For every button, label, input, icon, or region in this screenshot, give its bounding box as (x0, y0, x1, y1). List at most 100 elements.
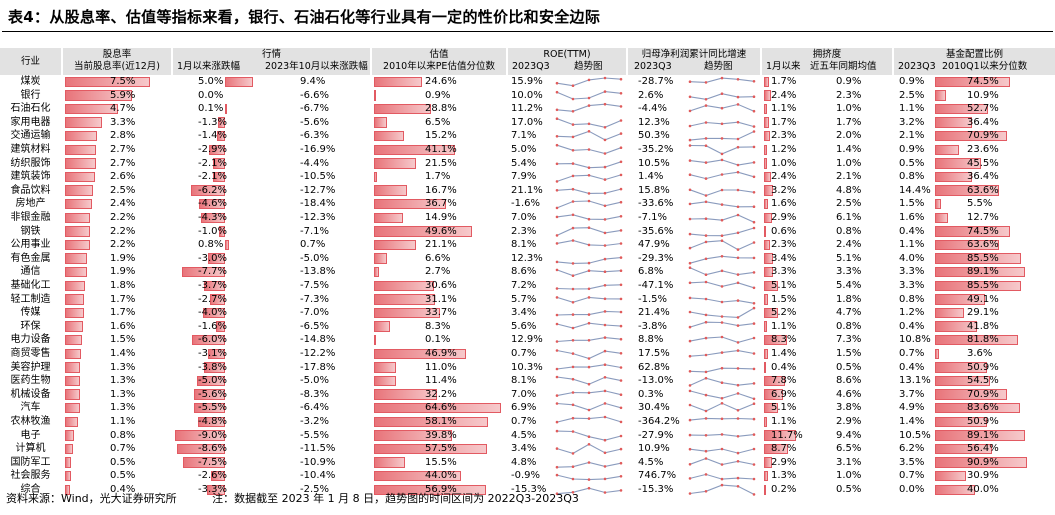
pe-value: 24.6% (425, 76, 457, 87)
table-row: 食品饮料 2.5% -6.2% -12.7% 16.7% 21.1% 15.8% 3.2% 4.… (0, 184, 1055, 198)
pe-bar (374, 389, 438, 400)
crowd-value: 2.3% (771, 239, 797, 251)
pe-bar (374, 375, 397, 387)
roe-value: 12.3% (511, 252, 543, 264)
industry-name: 煤炭 (20, 76, 41, 87)
fund-ratio-value: 0.9% (899, 76, 925, 87)
roe-trend-sparkline (555, 103, 623, 113)
fund-percentile-value: 74.5% (967, 225, 999, 237)
dividend-bar (65, 130, 97, 142)
fund-percentile-bar (935, 280, 1022, 292)
fund-ratio-value: 2.5% (899, 89, 925, 101)
industry-name: 汽车 (20, 402, 41, 414)
dividend-value: 1.3% (110, 375, 136, 387)
profit-trend-sparkline (688, 349, 756, 358)
pe-value: 56.9% (425, 484, 457, 495)
dividend-bar (65, 212, 90, 224)
crowd-bar (764, 470, 768, 482)
pe-value: 21.1% (425, 239, 457, 251)
fund-ratio-value: 1.6% (899, 212, 925, 223)
roe-value: 3.4% (511, 443, 537, 455)
crowd-avg-value: 2.4% (836, 239, 862, 251)
table-header: 行业 股息率 当前股息率(近12月) 行情 1月以来涨跌幅 2023年10月以来… (0, 48, 1055, 75)
dividend-bar (65, 348, 81, 360)
pe-value: 46.9% (425, 348, 457, 359)
dividend-bar (65, 185, 94, 196)
roe-value: 8.1% (511, 239, 537, 251)
roe-trend-sparkline (555, 295, 623, 304)
fund-ratio-value: 0.4% (899, 225, 925, 237)
fund-ratio-value: 14.4% (899, 184, 931, 196)
oct-change-value: -10.4% (300, 470, 336, 482)
oct-change-value: -3.2% (300, 416, 330, 427)
table-row: 农林牧渔 1.1% -4.8% -3.2% 58.1% 0.7% -364.2% 1.1% 2.… (0, 415, 1055, 429)
roe-value: 11.2% (511, 103, 543, 115)
fund-ratio-value: 10.8% (899, 334, 931, 346)
jan-change-bar (208, 253, 225, 264)
header-fund-label: 基金配置比例 (945, 49, 1003, 60)
profit-value: -1.5% (638, 293, 668, 305)
crowd-bar (764, 239, 771, 251)
dividend-value: 1.3% (110, 361, 136, 373)
header-crowd: 拥挤度 1月以来 近五年同期均值 (762, 48, 892, 75)
roe-trend-sparkline (555, 336, 623, 344)
jan-change-value: -6.0% (198, 334, 228, 346)
table-row: 综合 0.4% -3.3% -2.5% 56.9% -15.3% -15.3% 0.2% 0.5… (0, 483, 1055, 497)
fund-percentile-value: 41.8% (967, 320, 999, 332)
fund-percentile-value: 70.9% (967, 388, 999, 400)
pe-bar (374, 198, 447, 210)
table-row: 电力设备 1.5% -6.0% -14.8% 0.1% 12.9% 8.8% 8.3% 7.3%… (0, 333, 1055, 347)
fund-percentile-value: 12.7% (967, 212, 999, 223)
fund-percentile-value: 70.9% (967, 130, 999, 142)
crowd-avg-value: 0.5% (836, 361, 862, 373)
industry-name: 机械设备 (10, 388, 51, 400)
dividend-bar (65, 470, 71, 482)
dividend-bar (65, 76, 150, 88)
dividend-value: 2.7% (110, 144, 136, 155)
crowd-bar (764, 171, 771, 183)
crowd-avg-value: 2.9% (836, 416, 862, 427)
crowd-value: 1.1% (771, 416, 797, 427)
dividend-value: 2.6% (110, 171, 136, 183)
profit-value: -33.6% (638, 198, 674, 210)
jan-change-bar (216, 321, 225, 332)
profit-trend-sparkline (688, 402, 756, 413)
dividend-bar (65, 253, 87, 264)
pe-value: 1.7% (425, 171, 451, 183)
fund-ratio-value: 0.7% (899, 348, 925, 359)
crowd-bar (764, 185, 773, 196)
oct-change-value: -5.5% (300, 429, 330, 441)
jan-change-value: 0.0% (198, 89, 224, 101)
header-fund-sub1: 2023Q3 (898, 61, 936, 72)
dividend-bar (65, 103, 119, 115)
header-roe-sub2: 趋势图 (574, 61, 603, 72)
crowd-avg-value: 2.1% (836, 171, 862, 183)
dividend-value: 0.5% (110, 456, 136, 468)
industry-name: 银行 (20, 89, 41, 101)
profit-trend-sparkline (688, 76, 756, 84)
header-industry: 行业 (0, 48, 61, 75)
footer-source: 资料来源：Wind，光大证券研究所 (6, 492, 177, 505)
table-row: 计算机 0.7% -8.6% -11.5% 57.5% 3.4% 10.9% 8.7% 6.5%… (0, 442, 1055, 456)
crowd-bar (764, 375, 786, 387)
crowd-bar (764, 484, 766, 496)
fund-percentile-bar (935, 90, 946, 101)
dividend-bar (65, 375, 80, 387)
dividend-value: 0.4% (110, 484, 136, 495)
crowd-value: 1.3% (771, 470, 797, 482)
crowd-bar (764, 158, 767, 169)
crowd-value: 3.4% (771, 252, 797, 264)
profit-trend-sparkline (688, 320, 756, 329)
jan-change-bar (194, 402, 225, 414)
dividend-value: 5.9% (110, 89, 136, 101)
fund-percentile-bar (935, 307, 965, 319)
pe-bar (374, 130, 404, 142)
table-title: 表4：从股息率、估值等指标来看，银行、石油石化等行业具有一定的性价比和安全边际 (8, 8, 601, 26)
industry-name: 家用电器 (10, 116, 51, 128)
table-row: 非银金融 2.2% -4.3% -12.3% 14.9% 7.0% -7.1% 2.9% 6.1… (0, 211, 1055, 225)
crowd-avg-value: 5.4% (836, 280, 862, 291)
crowd-bar (764, 226, 766, 237)
crowd-avg-value: 1.7% (836, 116, 862, 128)
fund-ratio-value: 13.1% (899, 375, 931, 387)
table-row: 社会服务 0.5% -2.6% -10.4% 44.0% -0.9% 746.7% 1.3% 1… (0, 469, 1055, 483)
